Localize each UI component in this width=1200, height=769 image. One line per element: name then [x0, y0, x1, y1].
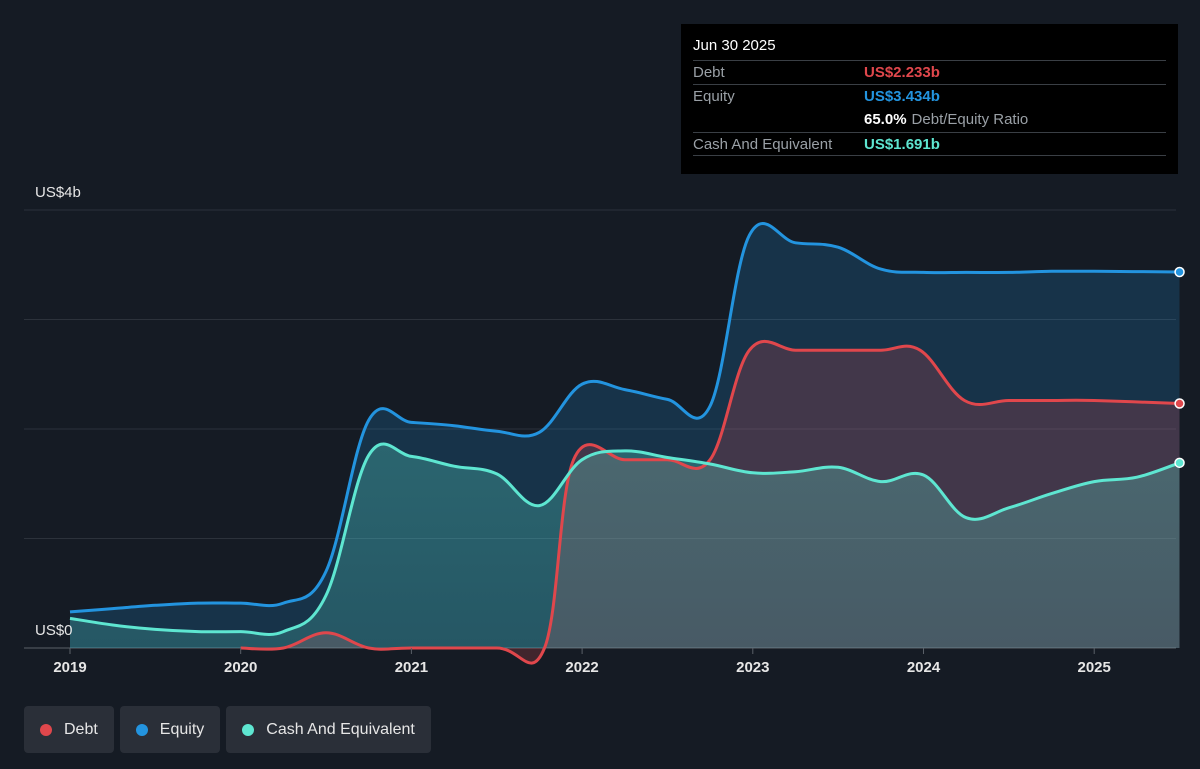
- x-tick-label: 2022: [565, 659, 598, 676]
- x-tick-label: 2019: [53, 659, 86, 676]
- x-tick-label: 2024: [907, 659, 941, 676]
- series-end-markers: [1174, 266, 1185, 469]
- series-lines: [69, 222, 1180, 665]
- debt-end-marker: [1174, 398, 1185, 409]
- equity-line: [69, 222, 1180, 614]
- debt-dot-icon: [40, 723, 52, 736]
- equity-dot-icon: [135, 723, 148, 736]
- tooltip-ratio-row: 65.0% Debt/Equity Ratio: [693, 108, 1166, 132]
- tooltip-equity-value: US$3.434b: [864, 88, 940, 105]
- series-areas: [70, 223, 1180, 664]
- legend-item-equity[interactable]: Equity: [119, 706, 221, 753]
- tooltip-cash-row: Cash And Equivalent US$1.691b: [693, 132, 1166, 156]
- y-axis-top-label: US$4b: [35, 184, 81, 201]
- tooltip-debt-label: Debt: [693, 64, 725, 81]
- tooltip-cash-value: US$1.691b: [864, 136, 940, 153]
- cash-and-equivalent-area: [70, 443, 1180, 648]
- tooltip-ratio-value: 65.0%: [864, 111, 907, 128]
- legend-label-cash: Cash And Equivalent: [266, 720, 415, 738]
- tooltip-ratio-label: Debt/Equity Ratio: [911, 111, 1029, 128]
- tooltip-debt-value: US$2.233b: [864, 64, 940, 81]
- y-axis-bottom-label: US$0: [35, 622, 73, 639]
- x-axis-ticks: 2019 2020 2021 2022 2023 2024 2025: [53, 648, 1111, 676]
- cash-dot-icon: [242, 723, 255, 736]
- legend-item-cash[interactable]: Cash And Equivalent: [226, 706, 431, 753]
- legend-item-debt[interactable]: Debt: [24, 706, 114, 753]
- equity-end-marker: [1174, 266, 1185, 278]
- x-tick-label: 2020: [224, 659, 257, 676]
- x-tick-label: 2025: [1078, 659, 1111, 676]
- tooltip-date: Jun 30 2025: [693, 37, 776, 54]
- tooltip-equity-label: Equity: [693, 88, 735, 105]
- x-tick-label: 2023: [736, 659, 769, 676]
- cash-and-equivalent-end-marker: [1174, 457, 1185, 469]
- debt-line: [240, 339, 1180, 665]
- legend-label-debt: Debt: [64, 720, 98, 738]
- tooltip-debt-row: Debt US$2.233b: [693, 60, 1166, 84]
- chart-legend: Debt Equity Cash And Equivalent: [24, 706, 431, 753]
- tooltip-equity-row: Equity US$3.434b: [693, 84, 1166, 108]
- legend-label-equity: Equity: [159, 720, 205, 738]
- tooltip-cash-label: Cash And Equivalent: [693, 136, 833, 153]
- x-tick-label: 2021: [395, 659, 428, 676]
- hover-tooltip: Jun 30 2025 Debt US$2.233b Equity US$3.4…: [681, 24, 1178, 174]
- cash-and-equivalent-line: [69, 442, 1180, 636]
